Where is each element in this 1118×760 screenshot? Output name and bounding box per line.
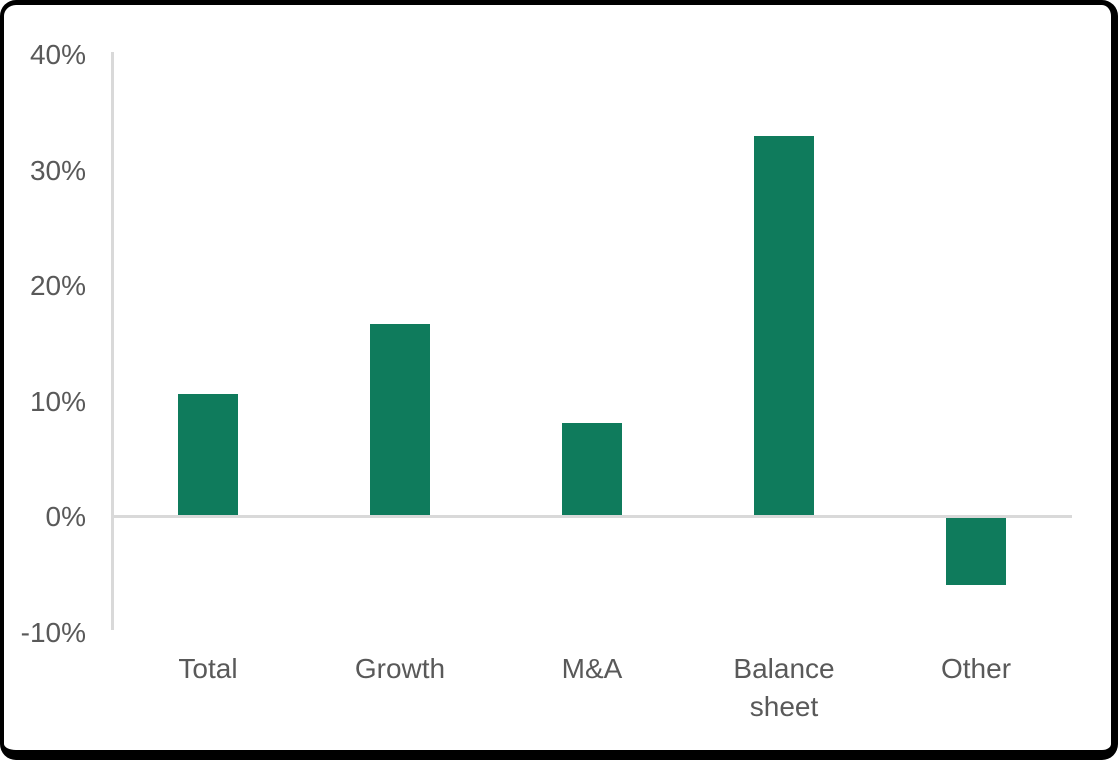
x-label-total: Total xyxy=(178,653,238,684)
x-label-growth: Growth xyxy=(354,653,446,684)
bar-balance-sheet xyxy=(754,136,814,515)
y-tick-label: -10% xyxy=(20,616,86,648)
bar-growth xyxy=(370,324,430,515)
bar-m-a xyxy=(562,422,622,515)
y-tick-label: 40% xyxy=(29,39,86,70)
y-tick-label: 0% xyxy=(45,501,86,532)
y-tick-label: 30% xyxy=(29,154,86,186)
x-label-balance-sheet: Balance sheet xyxy=(733,653,835,722)
bar-total xyxy=(178,393,238,515)
y-axis-line xyxy=(111,52,114,630)
y-tick-label: 20% xyxy=(29,270,86,301)
zero-baseline xyxy=(111,515,1072,518)
y-tick-label: 10% xyxy=(29,385,86,417)
x-label-m-a: M&A xyxy=(561,653,623,684)
x-label-other: Other xyxy=(940,653,1012,684)
bar-other xyxy=(946,518,1006,585)
